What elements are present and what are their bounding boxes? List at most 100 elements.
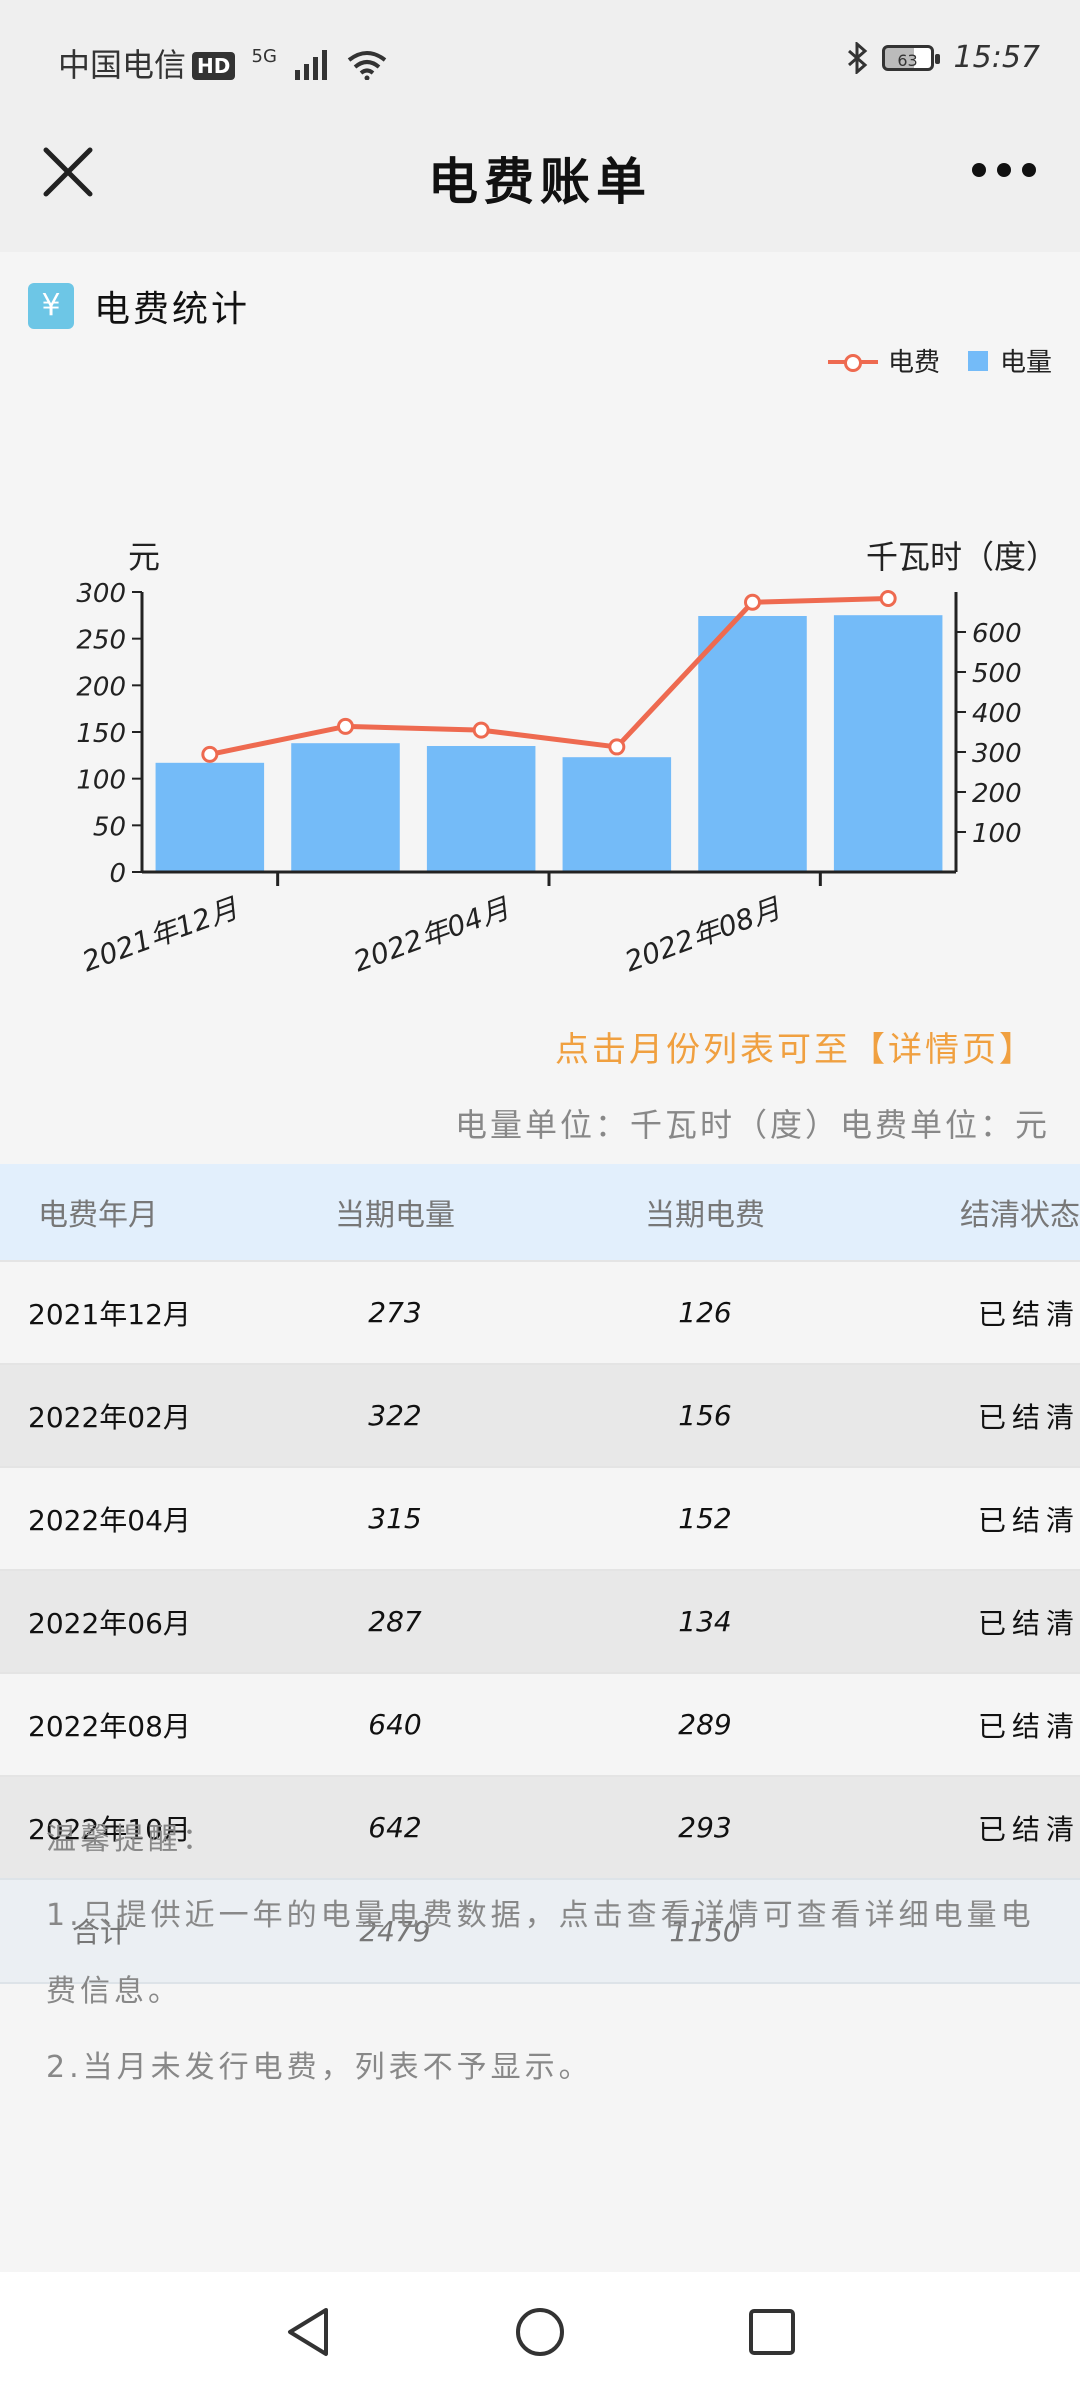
y-left-tick-label: 50 <box>93 812 126 842</box>
main-content: ¥ 电费统计 电费 电量 元 千瓦时（度） 0 50 100 150 200 250 300… <box>0 252 1080 2272</box>
header-month: 电费年月 <box>38 1198 158 1233</box>
notice-line-1: 1.只提供近一年的电量电费数据，点击查看详情可查看详细电量电费信息。 <box>46 1898 1035 2009</box>
header-usage: 当期电量 <box>335 1198 455 1233</box>
wifi-icon <box>348 51 387 80</box>
table-row[interactable]: 2022年04月 315 152 已结清 <box>0 1466 1080 1569</box>
table-row[interactable]: 2022年02月 322 156 已结清 <box>0 1363 1080 1466</box>
bar-usage <box>833 615 943 872</box>
carrier-name: 中国电信 <box>58 46 187 84</box>
legend-usage-marker <box>967 350 988 371</box>
fee-usage-chart: 元 千瓦时（度） 0 50 100 150 200 250 300 100 200 300 400 5… <box>76 538 1058 978</box>
section-title: 电费统计 <box>94 289 251 330</box>
back-icon[interactable] <box>282 2306 334 2358</box>
row-fee: 126 <box>678 1296 732 1329</box>
bar-usage <box>698 616 807 872</box>
status-bar: 中国电信 HD 5G 63 15:57 <box>0 0 1080 120</box>
y-left-tick-label: 300 <box>76 579 126 609</box>
unit-note: 电量单位：千瓦时（度）电费单位：元 <box>454 1106 1050 1144</box>
y-right-tick-label: 500 <box>972 659 1022 689</box>
y-axis-left-label: 元 <box>128 538 160 576</box>
legend-fee-marker <box>827 351 878 372</box>
row-status: 已结清 <box>977 1297 1080 1331</box>
x-tick-label: 2022年08月 <box>621 891 786 978</box>
y-right-tick-label: 600 <box>972 619 1022 649</box>
notice-line-2: 2.当月未发行电费，列表不予显示。 <box>46 2050 593 2085</box>
row-status: 已结清 <box>977 1503 1080 1537</box>
y-right-tick-label: 200 <box>972 779 1022 809</box>
notice-title: 温馨提醒： <box>46 1822 216 1857</box>
signal-icon <box>295 50 328 80</box>
detail-hint[interactable]: 点击月份列表可至【详情页】 <box>555 1030 1036 1070</box>
table-row[interactable]: 2021年12月 273 126 已结清 <box>0 1260 1080 1363</box>
fee-line <box>209 596 889 757</box>
row-month: 2022年02月 <box>28 1400 191 1434</box>
fee-point <box>201 745 219 763</box>
row-fee: 134 <box>678 1605 732 1638</box>
row-month: 2022年10月 <box>28 1812 191 1846</box>
y-right-tick-label: 100 <box>972 819 1022 849</box>
chart-legend: 电费 电量 <box>827 342 1052 379</box>
bluetooth-icon <box>847 41 867 74</box>
row-usage: 315 <box>368 1502 422 1535</box>
row-month: 2022年04月 <box>28 1503 191 1537</box>
recent-apps-icon[interactable] <box>746 2306 798 2358</box>
more-options-icon[interactable] <box>972 160 1036 180</box>
row-status: 已结清 <box>977 1709 1080 1743</box>
y-left-tick-label: 200 <box>76 672 126 702</box>
network-label: 5G <box>251 46 277 67</box>
fee-point <box>608 738 626 756</box>
row-fee: 293 <box>678 1811 732 1844</box>
status-right: 63 15:57 <box>846 40 1040 75</box>
row-fee: 156 <box>678 1399 732 1432</box>
system-nav-bar <box>0 2272 1080 2388</box>
table-row[interactable]: 2022年08月 640 289 已结清 <box>0 1672 1080 1775</box>
fee-point <box>744 593 761 611</box>
header-fee: 当期电费 <box>645 1198 765 1233</box>
hd-badge: HD <box>192 52 236 80</box>
table-row[interactable]: 2022年06月 287 134 已结清 <box>0 1569 1080 1672</box>
close-icon[interactable] <box>40 144 96 200</box>
x-tick-label: 2022年04月 <box>349 891 514 978</box>
table-header: 电费年月 当期电量 当期电费 结清状态 <box>0 1164 1080 1260</box>
yen-icon: ¥ <box>28 283 74 329</box>
row-fee: 152 <box>678 1502 732 1535</box>
page-title: 电费账单 <box>428 153 652 211</box>
row-status: 已结清 <box>977 1606 1080 1640</box>
row-usage: 640 <box>368 1708 422 1741</box>
notice: 温馨提醒： 1.只提供近一年的电量电费数据，点击查看详情可查看详细电量电费信息。… <box>46 1802 1046 2106</box>
row-status: 已结清 <box>977 1812 1080 1846</box>
row-month: 2021年12月 <box>28 1297 191 1331</box>
row-month: 2022年08月 <box>28 1709 191 1743</box>
battery-icon: 63 <box>881 44 940 71</box>
bar-usage <box>562 757 672 872</box>
clock: 15:57 <box>953 40 1040 75</box>
total-usage: 2479 <box>359 1914 431 1948</box>
fee-point <box>472 721 490 739</box>
y-axis-right-label: 千瓦时（度） <box>866 538 1058 576</box>
home-icon[interactable] <box>514 2306 566 2358</box>
total-fee: 1150 <box>669 1914 741 1948</box>
row-usage: 273 <box>368 1296 422 1329</box>
fee-point <box>879 590 897 608</box>
legend-usage-label[interactable]: 电量 <box>999 348 1052 378</box>
total-label: 合计 <box>72 1916 129 1949</box>
fee-point <box>337 717 354 735</box>
row-month: 2022年06月 <box>28 1606 191 1640</box>
y-left-tick-label: 250 <box>76 626 126 656</box>
y-right-tick-label: 400 <box>972 699 1022 729</box>
y-left-tick-label: 100 <box>76 766 126 796</box>
row-status: 已结清 <box>977 1400 1080 1434</box>
carrier-info: 中国电信 HD 5G <box>58 40 387 86</box>
bill-table: 电费年月 当期电量 当期电费 结清状态 2021年12月 273 126 已结清 202… <box>0 1164 1080 1984</box>
row-usage: 642 <box>368 1811 422 1844</box>
x-tick-label: 2021年12月 <box>78 891 243 978</box>
legend-fee-label[interactable]: 电费 <box>887 348 940 378</box>
table-row[interactable]: 2022年10月 642 293 已结清 <box>0 1775 1080 1878</box>
bar-usage <box>155 762 265 872</box>
row-usage: 287 <box>368 1605 422 1638</box>
y-right-tick-label: 300 <box>972 739 1022 769</box>
header-status: 结清状态 <box>960 1198 1080 1233</box>
row-usage: 322 <box>368 1399 422 1432</box>
total-row: 合计 2479 1150 <box>0 1878 1080 1984</box>
y-left-tick-label: 150 <box>76 719 126 749</box>
